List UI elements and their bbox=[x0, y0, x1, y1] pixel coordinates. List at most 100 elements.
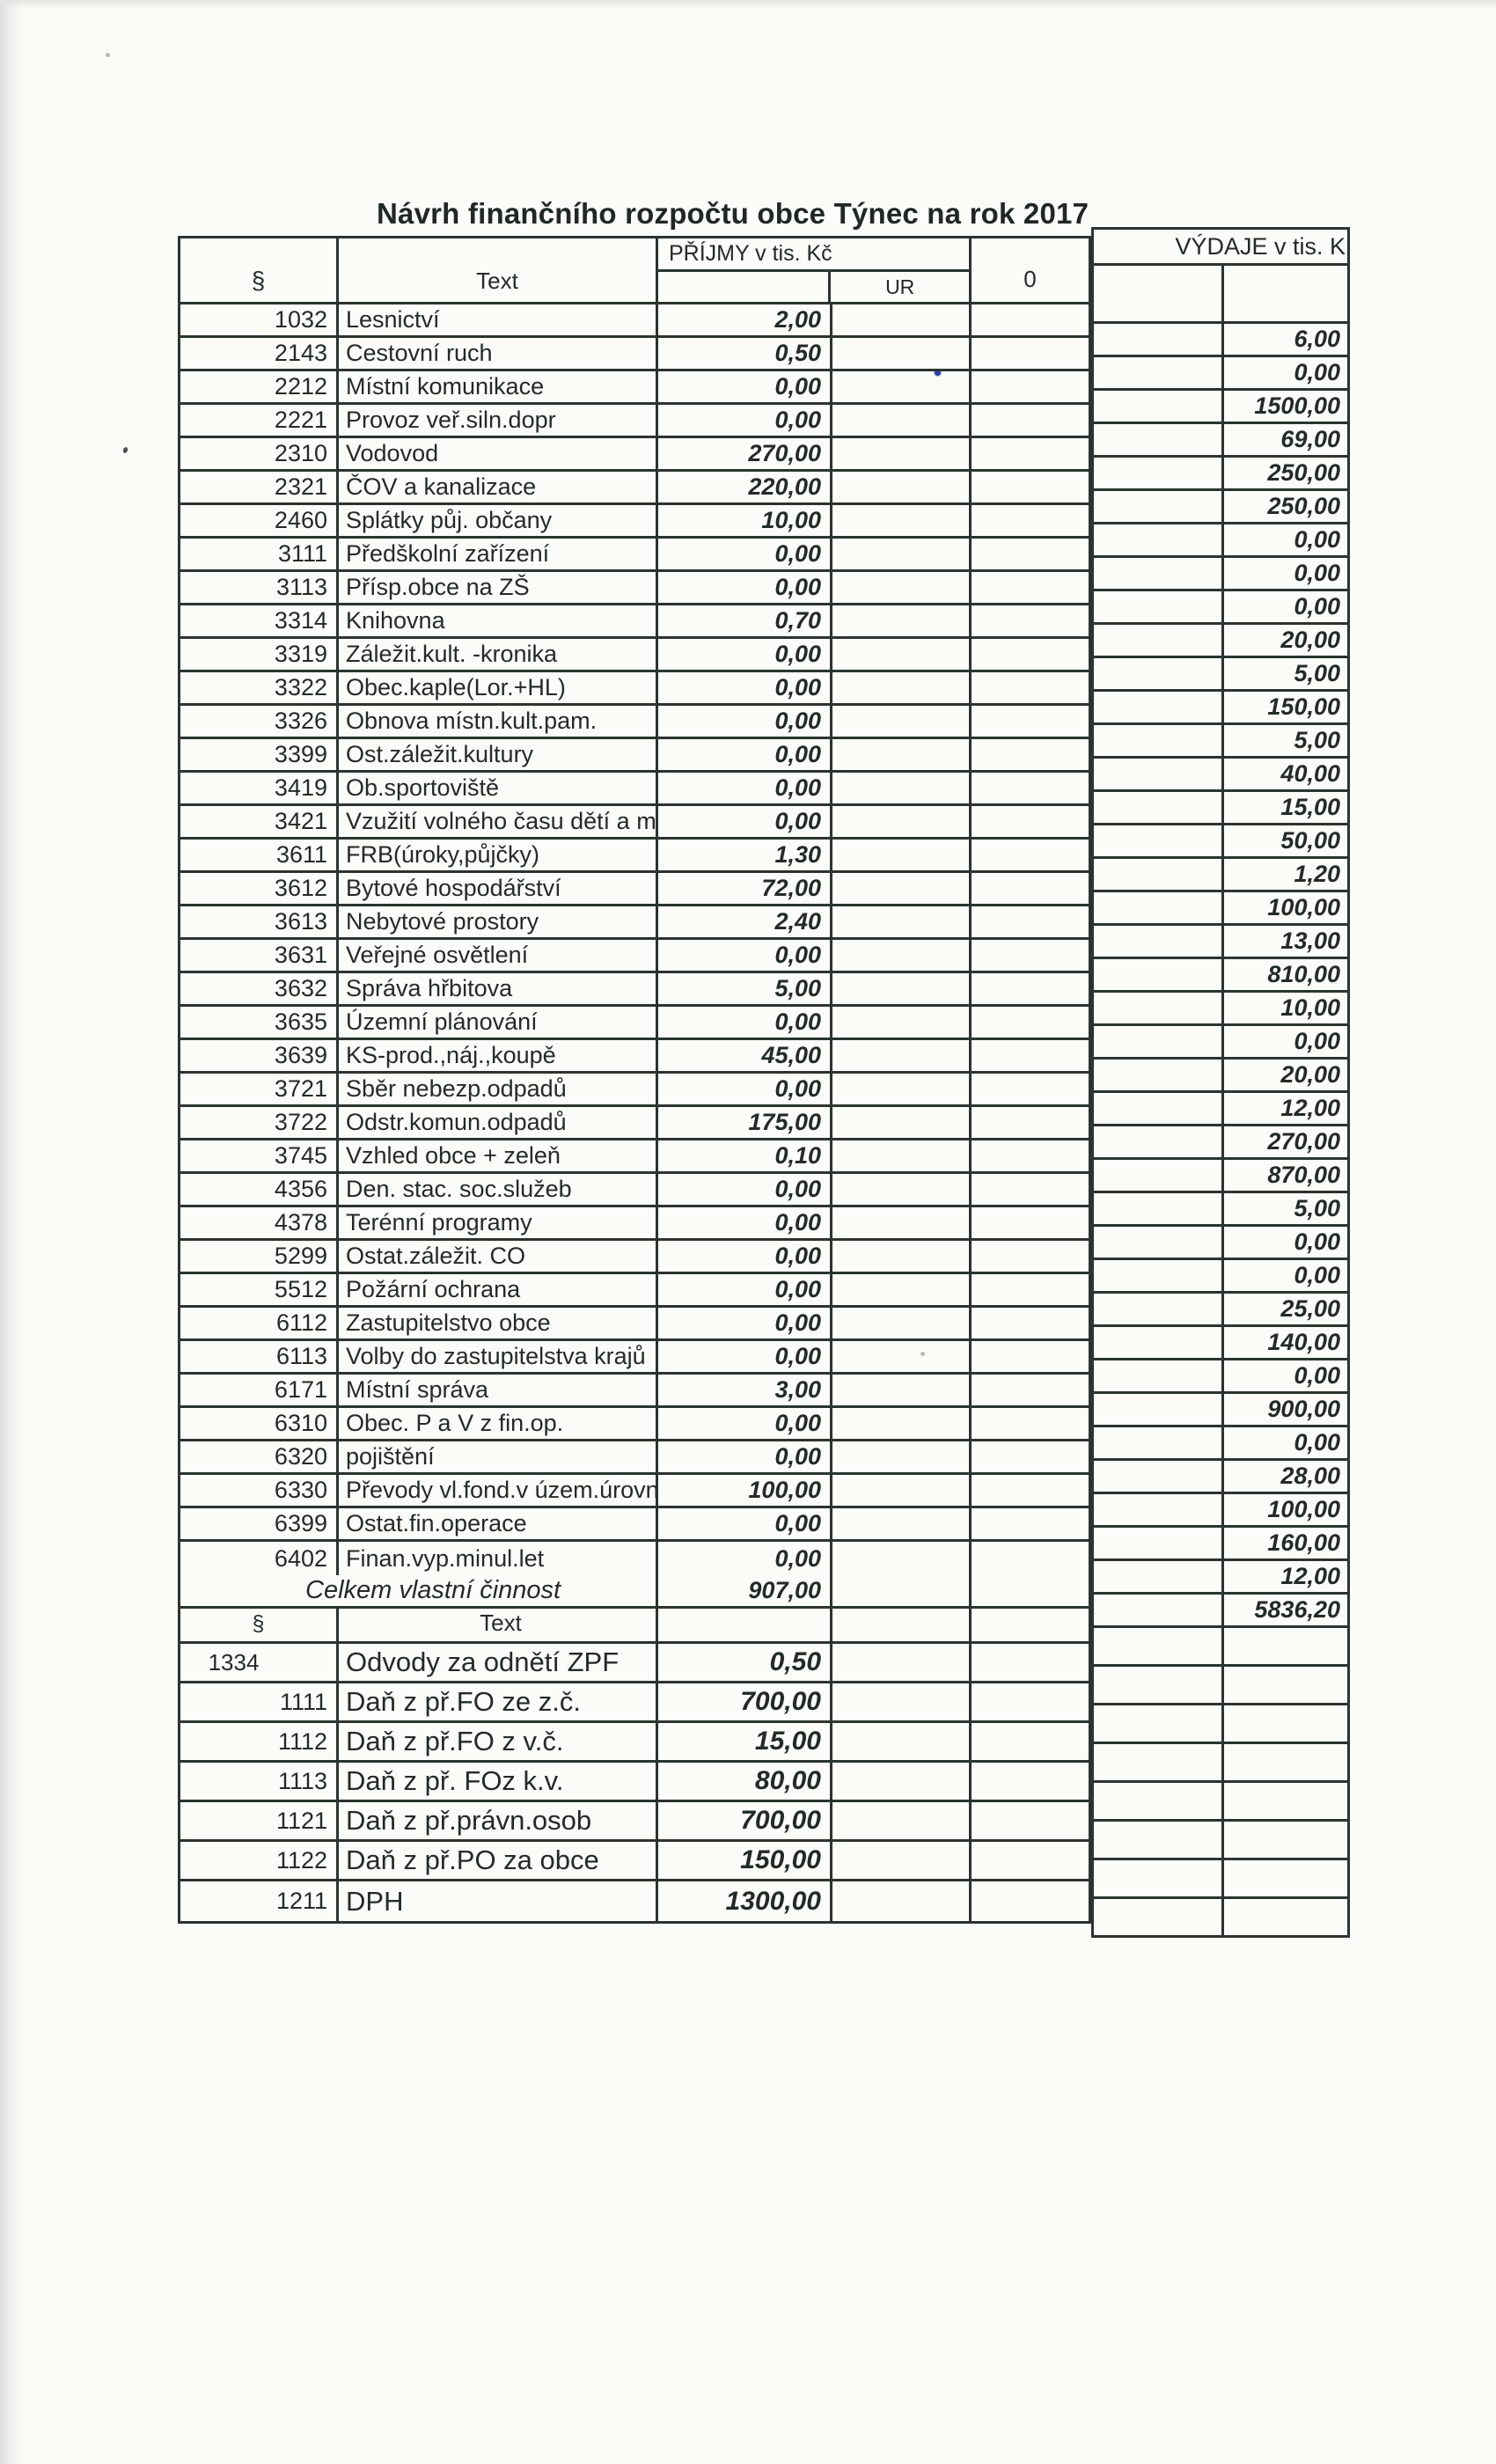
income-cell: 0,00 bbox=[658, 773, 832, 803]
table-row: 6330 Převody vl.fond.v územ.úrovni 100,0… bbox=[180, 1475, 1089, 1508]
scan-speck bbox=[920, 1352, 925, 1356]
expense-cell: 25,00 bbox=[1280, 1295, 1340, 1322]
empty-cell bbox=[1094, 324, 1224, 355]
table-row: 0,00 bbox=[1091, 1260, 1350, 1294]
expense-cell: 270,00 bbox=[1267, 1128, 1340, 1155]
empty-cell bbox=[1094, 759, 1224, 789]
paragraph-cell: 6399 bbox=[180, 1508, 339, 1539]
paragraph-cell: 2310 bbox=[180, 438, 339, 469]
text-cell: Volby do zastupitelstva krajů bbox=[339, 1341, 658, 1372]
income-cell: 0,00 bbox=[658, 639, 832, 670]
text-cell: Místní komunikace bbox=[339, 371, 658, 402]
ur-cell bbox=[832, 1441, 972, 1472]
paragraph-cell: 3611 bbox=[180, 840, 339, 870]
text-cell: Provoz veř.siln.dopr bbox=[339, 405, 658, 436]
expense-cell: 160,00 bbox=[1267, 1529, 1340, 1556]
empty-cell bbox=[1224, 1783, 1347, 1819]
table-row: 1032 Lesnictví 2,00 bbox=[180, 304, 1089, 338]
ur-cell bbox=[832, 1475, 972, 1506]
ur-cell bbox=[832, 371, 972, 402]
zero-cell bbox=[972, 1763, 1089, 1800]
income-cell: 0,00 bbox=[658, 1441, 832, 1472]
empty-cell bbox=[1094, 792, 1224, 823]
budget-table-expense-side: VÝDAJE v tis. K 6,00 0,00 1500,00 69,00 … bbox=[1091, 227, 1350, 1938]
income-cell: 220,00 bbox=[658, 472, 832, 502]
zero-cell bbox=[972, 906, 1089, 937]
zero-cell bbox=[972, 1475, 1089, 1506]
income-cell: 0,00 bbox=[658, 1241, 832, 1272]
empty-cell bbox=[832, 1609, 972, 1641]
header-text: Text bbox=[339, 1609, 658, 1641]
expense-cell: 150,00 bbox=[1267, 693, 1340, 720]
ur-cell bbox=[832, 1408, 972, 1439]
empty-row bbox=[1091, 1744, 1350, 1783]
table-row: 20,00 bbox=[1091, 1060, 1350, 1093]
expense-cell: 250,00 bbox=[1267, 493, 1340, 519]
text-cell: Ost.záležit.kultury bbox=[339, 739, 658, 770]
ur-cell bbox=[832, 1040, 972, 1071]
empty-cell bbox=[1094, 692, 1224, 722]
zero-cell bbox=[972, 1207, 1089, 1238]
empty-row bbox=[1091, 1822, 1350, 1860]
empty-cell bbox=[1094, 524, 1224, 555]
paragraph-cell: 2221 bbox=[180, 405, 339, 436]
zero-cell bbox=[972, 1508, 1089, 1539]
table-row: 2212 Místní komunikace 0,00 bbox=[180, 371, 1089, 405]
budget-table-income-side: § Text PŘÍJMY v tis. Kč UR 0 1032 Lesnic… bbox=[178, 236, 1091, 1924]
empty-cell bbox=[1224, 1628, 1347, 1664]
ur-cell bbox=[832, 1140, 972, 1171]
text-cell: Ostat.fin.operace bbox=[339, 1508, 658, 1539]
text-cell: FRB(úroky,půjčky) bbox=[339, 840, 658, 870]
header-income-group: PŘÍJMY v tis. Kč UR bbox=[658, 238, 972, 302]
empty-cell bbox=[1094, 458, 1224, 488]
expense-cell: 0,00 bbox=[1294, 526, 1340, 553]
empty-cell bbox=[1094, 1193, 1224, 1224]
zero-cell bbox=[972, 1341, 1089, 1372]
ink-dot bbox=[935, 370, 941, 376]
empty-cell bbox=[1094, 825, 1224, 856]
table-row: 10,00 bbox=[1091, 993, 1350, 1026]
text-cell: Daň z př.PO za obce bbox=[339, 1842, 658, 1879]
expense-rows: 6,00 0,00 1500,00 69,00 250,00 250,00 0,… bbox=[1091, 324, 1350, 1595]
table-row: 1211 DPH 1300,00 bbox=[180, 1881, 1089, 1921]
header-paragraph: § bbox=[180, 1609, 339, 1641]
empty-cell bbox=[1224, 1705, 1347, 1742]
income-cell: 0,00 bbox=[658, 1508, 832, 1539]
text-cell: Správa hřbitova bbox=[339, 973, 658, 1004]
ur-cell bbox=[832, 1644, 972, 1681]
table-row: 3631 Veřejné osvětlení 0,00 bbox=[180, 940, 1089, 973]
zero-cell bbox=[972, 806, 1089, 837]
paragraph-cell: 3635 bbox=[180, 1007, 339, 1038]
table-row: 0,00 bbox=[1091, 1360, 1350, 1394]
expense-cell: 12,00 bbox=[1280, 1563, 1340, 1589]
ur-cell bbox=[832, 806, 972, 837]
income-cell: 5,00 bbox=[658, 973, 832, 1004]
expense-cell: 0,00 bbox=[1294, 1028, 1340, 1054]
text-cell: DPH bbox=[339, 1881, 658, 1921]
text-cell: Předškolní zařízení bbox=[339, 539, 658, 569]
paragraph-cell: 3613 bbox=[180, 906, 339, 937]
ur-cell bbox=[832, 739, 972, 770]
income-cell: 15,00 bbox=[658, 1723, 832, 1760]
empty-cell bbox=[1094, 1783, 1224, 1819]
table-row: 0,00 bbox=[1091, 357, 1350, 391]
ur-cell bbox=[832, 672, 972, 703]
empty-cell bbox=[1094, 424, 1224, 455]
table-row: 25,00 bbox=[1091, 1294, 1350, 1327]
table-row: 3722 Odstr.komun.odpadů 175,00 bbox=[180, 1107, 1089, 1140]
expense-cell: 0,00 bbox=[1294, 1228, 1340, 1255]
ur-cell bbox=[832, 405, 972, 436]
text-cell: Daň z př.FO ze z.č. bbox=[339, 1683, 658, 1720]
income-cell: 0,70 bbox=[658, 605, 832, 636]
empty-cell bbox=[1094, 558, 1224, 589]
zero-cell bbox=[972, 706, 1089, 737]
table-row: 3399 Ost.záležit.kultury 0,00 bbox=[180, 739, 1089, 773]
expense-cell: 0,00 bbox=[1294, 1362, 1340, 1389]
empty-cell bbox=[1094, 1360, 1224, 1391]
paragraph-cell: 2143 bbox=[180, 338, 339, 369]
zero-cell bbox=[972, 1007, 1089, 1038]
empty-cell bbox=[1094, 1628, 1224, 1664]
table-row: 1113 Daň z př. FOz k.v. 80,00 bbox=[180, 1763, 1089, 1802]
income-cell: 0,00 bbox=[658, 1274, 832, 1305]
text-cell: Převody vl.fond.v územ.úrovni bbox=[339, 1475, 658, 1506]
